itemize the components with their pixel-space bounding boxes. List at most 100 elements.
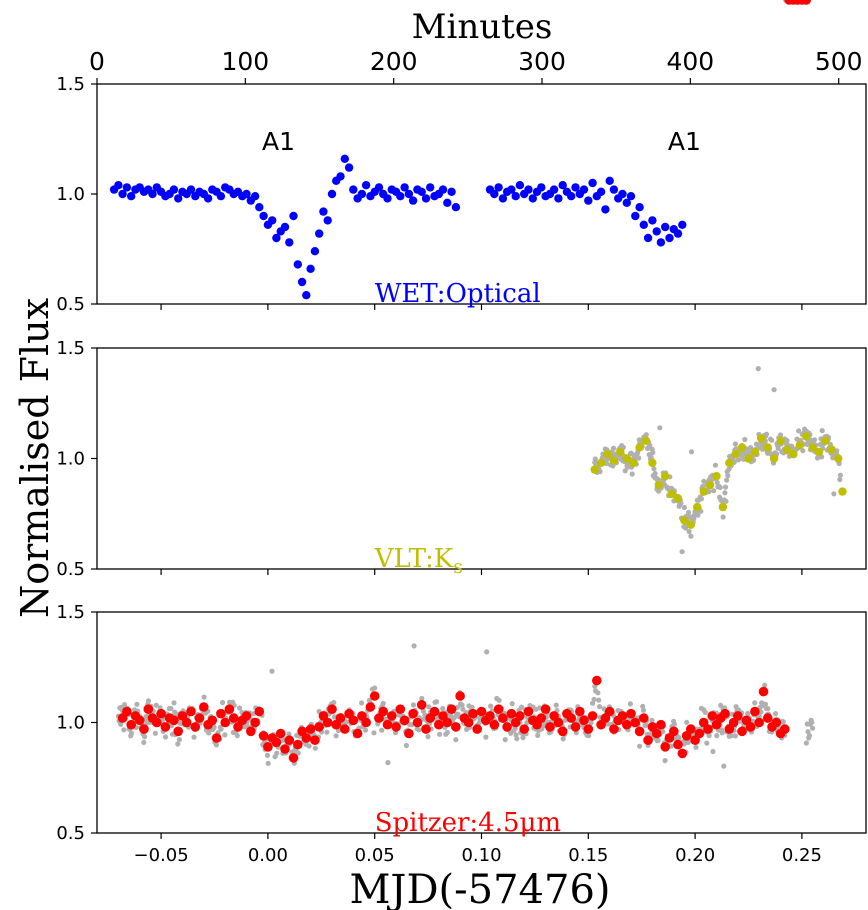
x-axis-title: MJD(-57476) [349,867,610,910]
binned-point [412,717,423,728]
raw-point [769,437,775,443]
binned-point [400,183,409,192]
binned-point [643,233,653,243]
raw-point [509,701,515,707]
binned-point [361,181,371,190]
binned-point [744,454,753,463]
binned-point [757,434,766,443]
raw-point [520,735,526,741]
y-tick-label: 1.0 [56,184,85,205]
raw-point [380,700,386,707]
raw-point [640,707,647,713]
binned-point [387,711,397,721]
binned-point [297,277,307,287]
binned-point [622,719,632,730]
raw-point [765,706,771,712]
binned-point [426,183,435,192]
binned-point [493,704,504,714]
raw-point [806,733,813,739]
raw-point [425,734,431,740]
raw-point [312,745,318,751]
raw-point [460,706,466,712]
raw-point [657,425,663,431]
binned-point [776,436,785,445]
binned-point [590,465,599,474]
binned-point [584,196,593,205]
x-tick-label: 0.05 [355,845,395,866]
raw-point [819,428,825,434]
binned-point [515,711,525,721]
raw-point [362,727,369,733]
raw-point [742,436,748,443]
raw-point [698,496,705,502]
binned-point [228,713,239,723]
raw-point [176,737,182,743]
binned-point [609,185,619,194]
raw-point [218,726,224,732]
binned-point [396,192,405,201]
binned-point [336,172,345,181]
binned-point [451,722,461,732]
raw-point [725,473,731,479]
binned-point [553,717,564,728]
binned-point [635,203,644,212]
binned-point [322,717,333,728]
raw-point [637,743,643,749]
binned-point [750,706,760,717]
raw-point [142,734,148,740]
binned-point [725,458,734,468]
raw-point [596,704,603,710]
binned-point [609,724,619,734]
raw-point [331,699,337,706]
binned-point [536,713,547,723]
raw-point [724,477,730,483]
binned-point [515,181,525,190]
raw-point [588,720,594,726]
raw-point [837,476,843,483]
binned-point [250,717,260,728]
binned-point [566,713,576,723]
raw-point [640,703,646,710]
y-axis-title: Normalised Flux [13,298,57,618]
binned-point [780,724,790,734]
raw-point [714,733,720,739]
raw-point [496,697,502,703]
binned-point [537,183,546,192]
binned-point [648,458,657,468]
binned-point [455,691,465,701]
raw-point [714,479,720,486]
binned-point [634,726,645,737]
raw-point [371,730,377,736]
raw-point [121,727,127,733]
binned-point [648,216,657,225]
binned-point [754,717,764,728]
binned-point [289,211,298,221]
binned-point [408,708,418,719]
binned-point [838,487,847,496]
raw-point [624,464,631,470]
binned-point [340,724,350,734]
binned-point [476,706,487,717]
binned-point [126,719,136,730]
binned-point [280,222,290,232]
binned-point [122,183,132,192]
raw-point [488,703,494,709]
binned-point [246,726,256,737]
raw-point [676,735,682,741]
binned-point [288,753,299,763]
binned-point [686,724,696,734]
binned-point [506,708,517,719]
binned-point [216,192,226,201]
raw-point [693,744,699,750]
binned-point [118,189,127,199]
raw-point [695,512,701,518]
binned-point [404,728,414,739]
raw-point [171,700,177,706]
binned-point [344,163,354,172]
binned-point [310,735,320,745]
binned-point [557,726,568,737]
binned-point [472,724,483,734]
binned-point [622,454,631,463]
binned-point [301,733,312,743]
binned-point [771,717,782,728]
